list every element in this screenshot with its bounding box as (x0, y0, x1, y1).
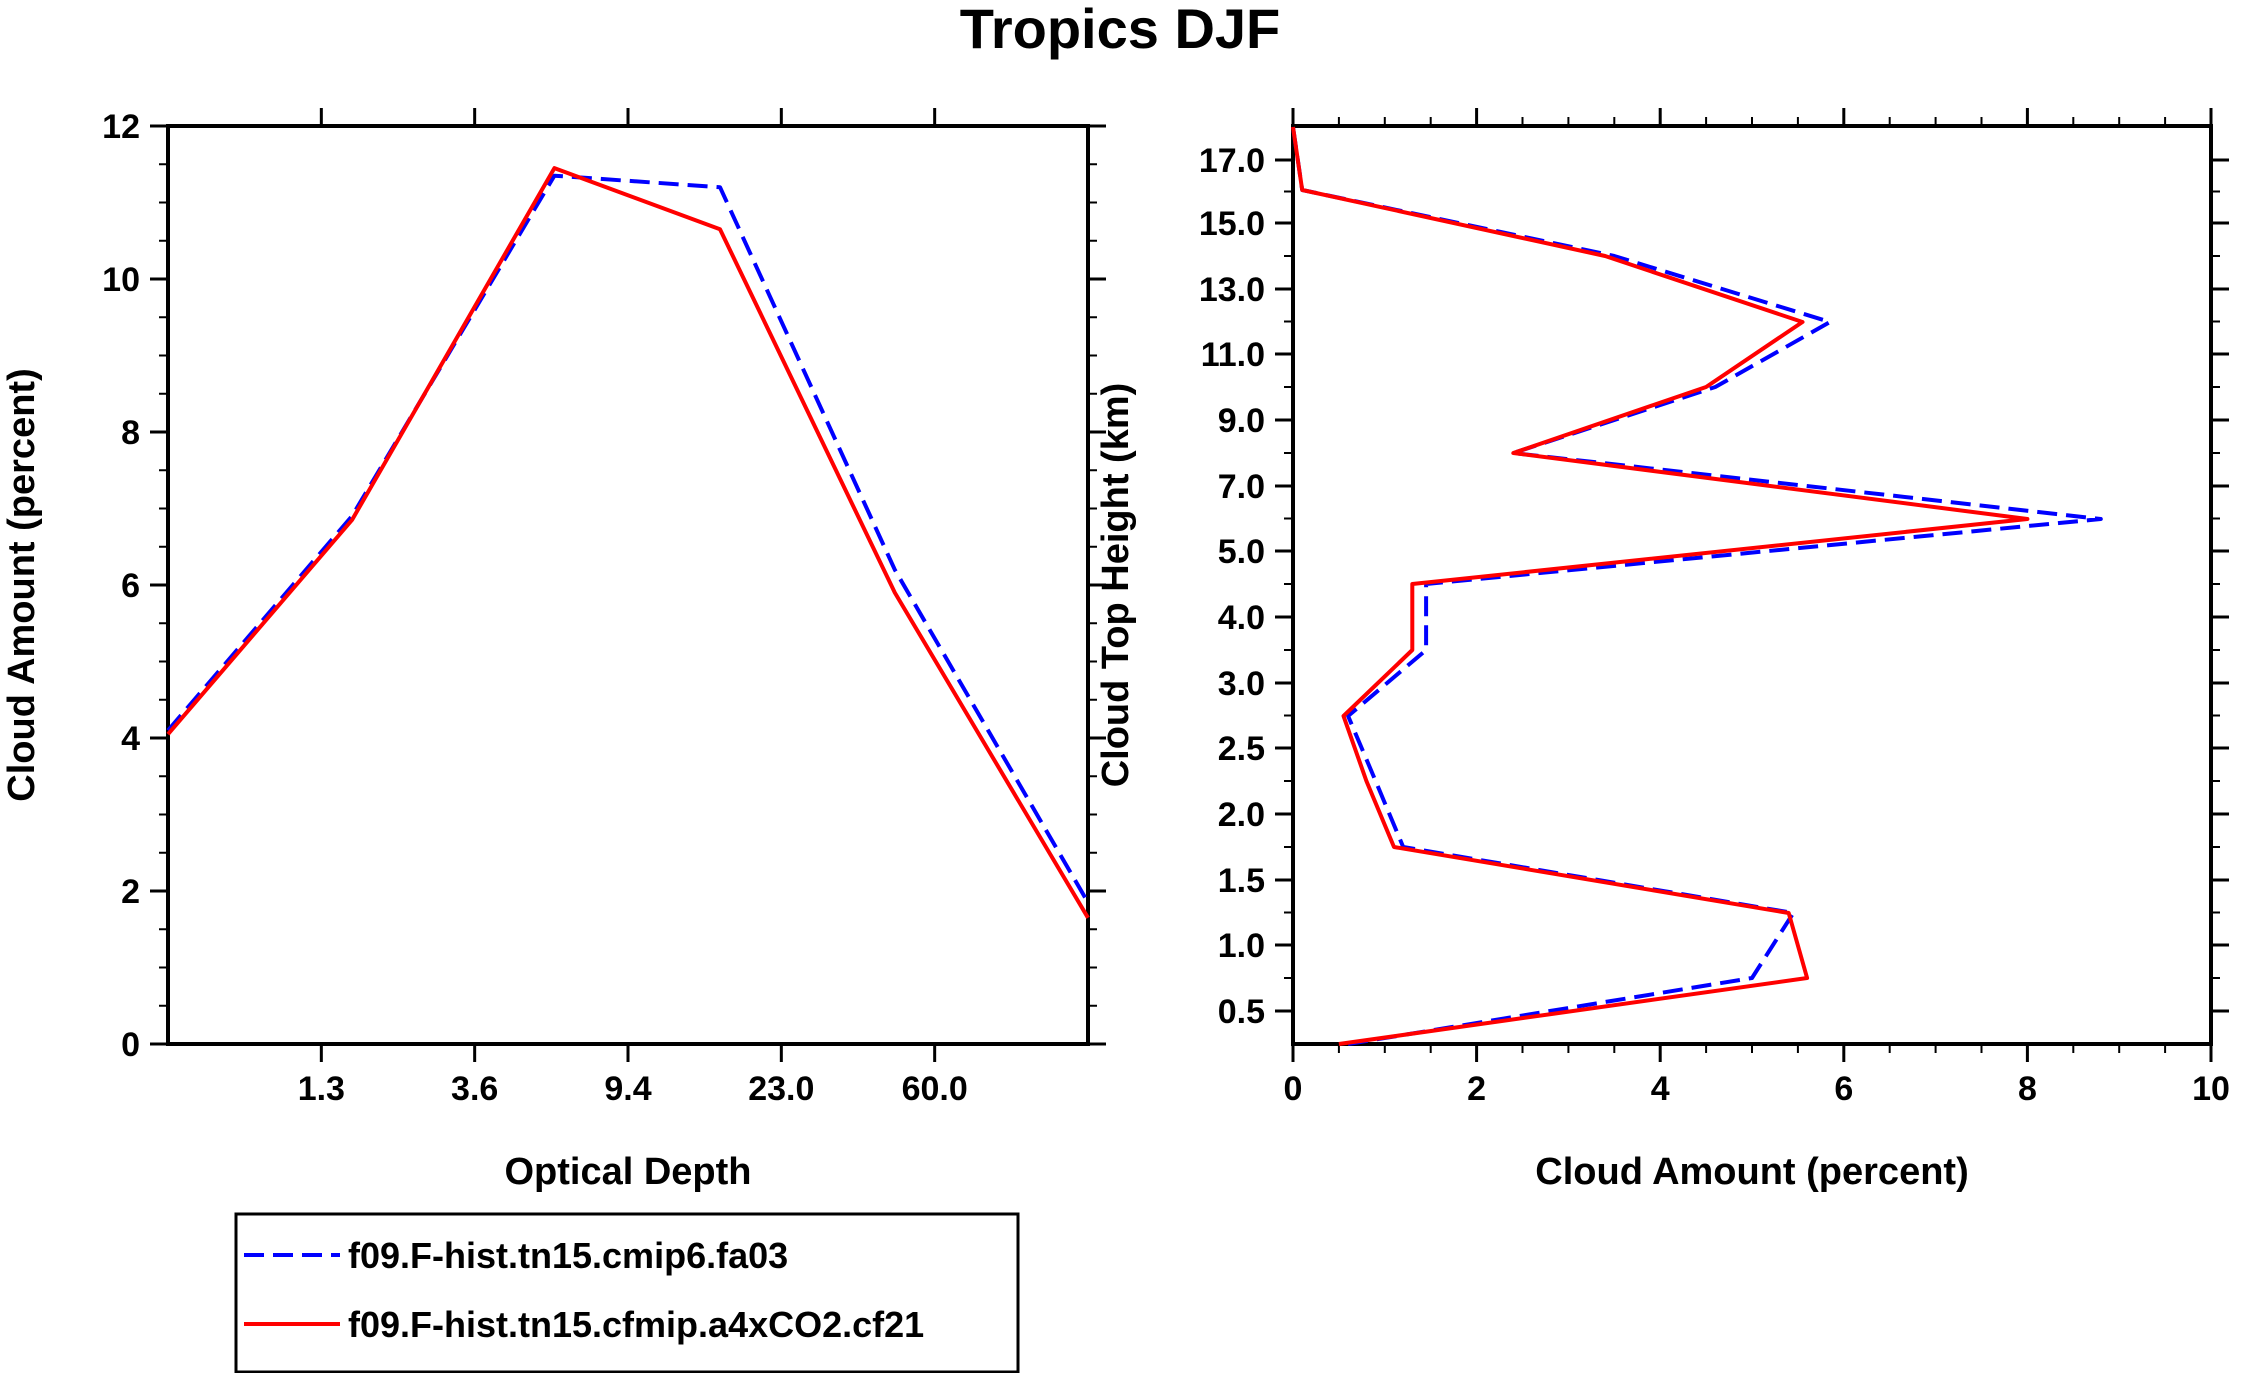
left-ytick-label: 12 (102, 108, 140, 146)
left-xlabel: Optical Depth (504, 1151, 751, 1193)
left-xtick-label: 23.0 (748, 1070, 814, 1108)
right-ytick-label: 1.0 (1218, 927, 1265, 965)
right-ytick-label: 4.0 (1218, 599, 1265, 637)
left-ticks: 0 2 4 6 8 10 12 1.3 3.6 9.4 23.0 60.0 (102, 108, 1106, 1108)
right-ytick-label: 3.0 (1218, 665, 1265, 703)
right-ytick-label: 5.0 (1218, 533, 1265, 571)
left-plot-frame (166, 124, 1090, 1046)
left-series (166, 166, 1090, 919)
left-xtick-label: 60.0 (902, 1070, 968, 1108)
left-ytick-label: 0 (121, 1026, 140, 1064)
left-xtick-label: 9.4 (604, 1070, 651, 1108)
legend-label-red: f09.F-hist.tn15.cfmip.a4xCO2.cf21 (348, 1304, 924, 1345)
right-ytick-label: 9.0 (1218, 402, 1265, 440)
left-ytick-label: 4 (121, 720, 140, 758)
right-ytick-label: 11.0 (1201, 336, 1265, 374)
right-ytick-label: 2.5 (1218, 730, 1265, 768)
right-xtick-label: 2 (1467, 1070, 1486, 1108)
right-ytick-label: 7.0 (1218, 468, 1265, 506)
right-xtick-label: 8 (2018, 1070, 2037, 1108)
right-xtick-label: 0 (1284, 1070, 1303, 1108)
left-ylabel: Cloud Amount (percent) (1, 368, 43, 801)
left-ytick-label: 6 (121, 567, 140, 605)
right-ytick-label: 1.5 (1218, 862, 1265, 900)
left-series-line-0 (166, 173, 1090, 904)
right-ytick-label: 13.0 (1199, 271, 1265, 309)
left-ytick-label: 2 (121, 873, 140, 911)
right-xlabel: Cloud Amount (percent) (1535, 1151, 1968, 1193)
right-ytick-label: 17.0 (1199, 142, 1265, 180)
left-ytick-label: 10 (102, 261, 140, 299)
left-series-line-1 (166, 166, 1090, 919)
right-ticks: 0 2 4 6 8 10 0.5 1.0 1.5 2.0 2.5 3.0 4.0 5.0 7.0 9.0 11.… (1199, 108, 2230, 1108)
left-xtick-label: 1.3 (298, 1070, 345, 1108)
left-xtick-label: 3.6 (451, 1070, 498, 1108)
right-ylabel: Cloud Top Height (km) (1095, 383, 1137, 788)
right-xtick-label: 4 (1651, 1070, 1670, 1108)
figure-title: Tropics DJF (960, 0, 1281, 60)
right-ytick-label: 15.0 (1199, 205, 1265, 243)
right-series (1291, 126, 2103, 1046)
left-ytick-label: 8 (121, 414, 140, 452)
right-series-line-1 (1291, 126, 2030, 1046)
right-ytick-label: 2.0 (1218, 796, 1265, 834)
legend-box (234, 1212, 1020, 1373)
right-xtick-label: 10 (2192, 1070, 2230, 1108)
right-xtick-label: 6 (1834, 1070, 1853, 1108)
right-ytick-label: 0.5 (1218, 993, 1265, 1031)
legend-label-blue: f09.F-hist.tn15.cmip6.fa03 (348, 1235, 788, 1276)
